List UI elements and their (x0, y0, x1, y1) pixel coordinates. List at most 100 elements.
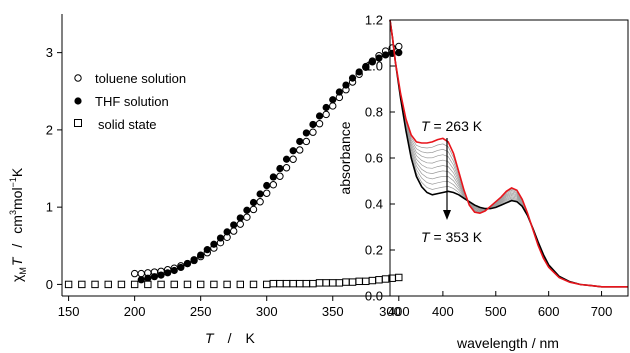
left-y-tick-label: 0 (46, 277, 53, 292)
solid-state-point (263, 280, 271, 289)
legend-label-solid: solid state (98, 117, 157, 132)
thf-point (302, 129, 310, 137)
right-y-tick-label: 0.6 (365, 151, 383, 166)
left-x-tick-label: 200 (124, 304, 146, 319)
intermediate-spectrum (389, 19, 628, 288)
left-x-axis-label: T / K (205, 330, 255, 346)
thf-point (256, 190, 264, 198)
solid-state-point (223, 280, 231, 289)
solid-state-point (302, 279, 311, 288)
thf-point (395, 49, 403, 57)
left-axes-frame (61, 14, 412, 297)
annotation-263K: T = 263 K (421, 118, 483, 134)
thf-point (243, 206, 251, 214)
left-y-tick-label: 2 (46, 122, 53, 137)
spectrum-263K-line (389, 19, 628, 288)
right-axes-frame (389, 19, 629, 297)
solid-state-point (276, 279, 284, 288)
solid-state-point (183, 280, 192, 289)
thf-point (329, 96, 337, 104)
intermediate-spectrum (389, 19, 628, 288)
right-x-axis-label: wavelength / nm (456, 335, 559, 351)
intermediate-spectrum (389, 19, 628, 288)
thf-point (144, 274, 152, 282)
solid-state-point (282, 279, 291, 288)
left-legend: toluene solution THF solution solid stat… (74, 71, 186, 132)
thf-point (190, 256, 198, 264)
toluene-point (395, 42, 403, 51)
toluene-point (137, 269, 145, 278)
intermediate-spectrum (389, 19, 628, 288)
toluene-point (130, 269, 139, 278)
legend-label-toluene: toluene solution (95, 71, 186, 86)
toluene-point (269, 181, 278, 189)
right-y-axis-label: absorbance (337, 121, 353, 194)
toluene-point (249, 205, 258, 214)
legend-marker-solid (74, 119, 82, 127)
toluene-point (276, 172, 284, 180)
solid-state-point (368, 276, 377, 285)
solid-state-point (170, 280, 178, 289)
left-x-tick-label: 250 (190, 304, 212, 319)
right-y-tick-label: 0.4 (365, 197, 383, 212)
right-y-tick-label: 1.0 (365, 59, 383, 74)
left-x-tick-label: 150 (58, 304, 80, 319)
solid-state-point (269, 279, 278, 288)
solid-state-point (91, 280, 99, 289)
solid-state-point (289, 279, 297, 288)
right-y-tick-label: 0.0 (365, 289, 383, 304)
thf-point (137, 276, 145, 284)
solid-state-point (210, 280, 218, 289)
toluene-point (329, 102, 337, 110)
left-y-tick-label: 1 (46, 200, 53, 215)
right-y-tick-label: 0.8 (365, 105, 383, 120)
thf-point (296, 137, 304, 146)
solid-state-point (309, 279, 317, 288)
thf-point (230, 221, 238, 229)
left-x-tick-label: 400 (388, 304, 410, 319)
thf-point (375, 54, 383, 62)
left-x-tick-label: 350 (322, 304, 344, 319)
thf-point (170, 266, 178, 275)
toluene-point (289, 155, 297, 163)
right-x-tick-label: 600 (538, 304, 560, 319)
solid-state-point (130, 280, 139, 289)
solid-state-point (144, 280, 152, 289)
left-y-axis-label: χMT/cm3mol−1K (8, 167, 28, 282)
right-x-tick-label: 400 (432, 304, 454, 319)
toluene-point (229, 227, 238, 235)
thf-point (203, 246, 211, 254)
toluene-point (256, 198, 264, 206)
thf-point (342, 81, 350, 89)
solid-state-point (348, 278, 357, 286)
solid-state-point (329, 279, 337, 287)
thf-point (381, 51, 390, 59)
solid-state-point (157, 280, 165, 289)
right-plot-frame (389, 19, 629, 297)
toluene-point (263, 189, 271, 197)
annotation-353K: T = 353 K (421, 229, 483, 245)
solid-state-point (78, 280, 86, 289)
right-y-tick-label: 1.2 (365, 13, 383, 28)
thf-point (216, 234, 225, 242)
thf-point (322, 103, 330, 112)
solid-state-point (395, 273, 403, 282)
solid-state-point (296, 279, 304, 288)
thf-point (197, 251, 205, 259)
thf-point (263, 181, 271, 190)
thf-point (164, 269, 172, 277)
thf-point (210, 240, 218, 248)
thf-point (289, 147, 297, 155)
thf-point (236, 214, 244, 222)
solid-state-point (381, 275, 390, 283)
thf-point (249, 198, 258, 207)
thf-point (269, 173, 277, 181)
thf-point (335, 88, 343, 96)
solid-state-point (104, 280, 112, 289)
thf-point (309, 120, 317, 129)
right-y-tick-label: 0.2 (365, 243, 383, 258)
solid-state-point (355, 277, 363, 286)
toluene-point (315, 120, 324, 128)
